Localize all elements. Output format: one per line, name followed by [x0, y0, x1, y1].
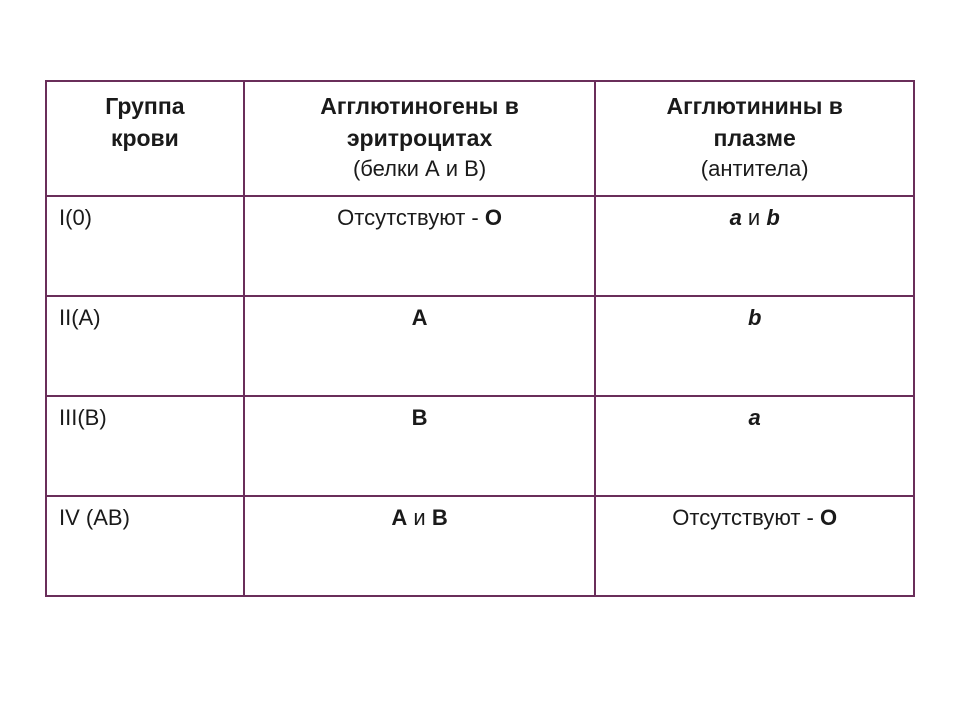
agglutinins-cell: b	[595, 296, 914, 396]
aggl-bold: А	[412, 305, 428, 330]
header-agglut-line2: плазме	[608, 122, 901, 154]
agglut-b: b	[766, 205, 779, 230]
blood-group-table-container: Группа крови Агглютиногены в эритроцитах…	[45, 80, 915, 597]
header-agglut-line1: Агглютинины в	[608, 90, 901, 122]
blood-group-table: Группа крови Агглютиногены в эритроцитах…	[45, 80, 915, 597]
header-agglut-sub: (антитела)	[608, 154, 901, 185]
table-header-row: Группа крови Агглютиногены в эритроцитах…	[46, 81, 914, 196]
agglutinogens-cell: Отсутствуют - О	[244, 196, 596, 296]
aggl-bold: О	[485, 205, 502, 230]
group-cell: III(В)	[46, 396, 244, 496]
header-agglutinins: Агглютинины в плазме (антитела)	[595, 81, 914, 196]
agglut-bold: О	[820, 505, 837, 530]
agglut-text: Отсутствуют -	[672, 505, 820, 530]
header-group: Группа крови	[46, 81, 244, 196]
agglut-a: а	[749, 405, 761, 430]
group-cell: IV (АВ)	[46, 496, 244, 596]
header-agglutinogens: Агглютиногены в эритроцитах (белки А и В…	[244, 81, 596, 196]
agglutinins-cell: а	[595, 396, 914, 496]
aggl-b: В	[432, 505, 448, 530]
group-cell: I(0)	[46, 196, 244, 296]
table-row: II(А) А b	[46, 296, 914, 396]
header-aggl-sub: (белки А и В)	[257, 154, 583, 185]
agglut-a: а	[730, 205, 742, 230]
header-aggl-line2: эритроцитах	[257, 122, 583, 154]
table-row: III(В) В а	[46, 396, 914, 496]
aggl-text: Отсутствуют -	[337, 205, 485, 230]
agglutinogens-cell: А и В	[244, 496, 596, 596]
agglutinogens-cell: А	[244, 296, 596, 396]
agglutinins-cell: а и b	[595, 196, 914, 296]
agglut-b: b	[748, 305, 761, 330]
header-aggl-line1: Агглютиногены в	[257, 90, 583, 122]
header-group-line1: Группа	[59, 90, 231, 122]
table-row: IV (АВ) А и В Отсутствуют - О	[46, 496, 914, 596]
aggl-sep: и	[407, 505, 432, 530]
table-row: I(0) Отсутствуют - О а и b	[46, 196, 914, 296]
agglutinins-cell: Отсутствуют - О	[595, 496, 914, 596]
agglut-sep: и	[742, 205, 767, 230]
aggl-bold: В	[412, 405, 428, 430]
header-group-line2: крови	[59, 122, 231, 154]
agglutinogens-cell: В	[244, 396, 596, 496]
group-cell: II(А)	[46, 296, 244, 396]
aggl-a: А	[391, 505, 407, 530]
